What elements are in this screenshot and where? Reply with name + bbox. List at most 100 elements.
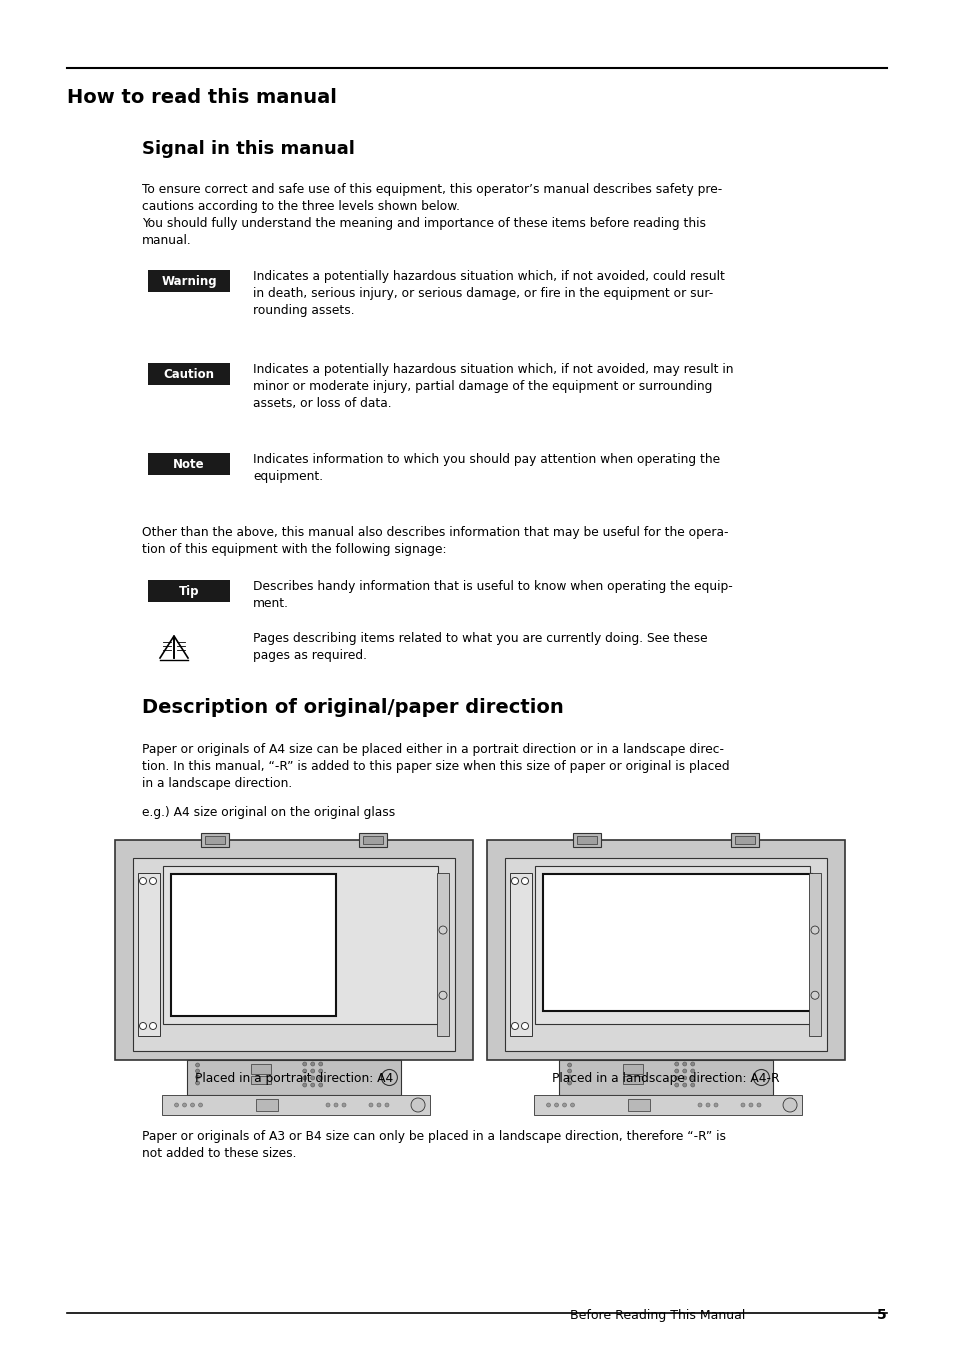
Circle shape (810, 991, 818, 999)
Circle shape (438, 926, 447, 934)
Circle shape (302, 1062, 307, 1066)
Text: Placed in a portrait direction: A4: Placed in a portrait direction: A4 (194, 1072, 393, 1085)
Circle shape (570, 1103, 574, 1107)
Bar (808, 874, 821, 1037)
Bar (171, 874, 335, 1016)
Circle shape (318, 1076, 322, 1080)
Bar (558, 1060, 773, 1095)
Bar (163, 865, 437, 1024)
Bar (148, 270, 230, 293)
Circle shape (150, 878, 156, 884)
Circle shape (810, 926, 818, 934)
Text: Indicates a potentially hazardous situation which, if not avoided, could result: Indicates a potentially hazardous situat… (253, 270, 724, 283)
Circle shape (682, 1082, 686, 1086)
Circle shape (438, 991, 447, 999)
Circle shape (311, 1076, 314, 1080)
Bar (358, 833, 386, 847)
Circle shape (195, 1081, 199, 1085)
Text: Note: Note (173, 457, 205, 470)
Bar (730, 833, 758, 847)
Text: manual.: manual. (142, 235, 192, 247)
Bar (115, 840, 473, 1060)
Bar (622, 1076, 642, 1084)
Text: 5: 5 (877, 1308, 886, 1322)
Bar (542, 874, 811, 1011)
Circle shape (756, 1103, 760, 1107)
Bar (251, 1064, 271, 1074)
Circle shape (195, 1064, 199, 1068)
Circle shape (567, 1069, 571, 1073)
Text: Other than the above, this manual also describes information that may be useful : Other than the above, this manual also d… (142, 526, 728, 539)
Circle shape (674, 1076, 678, 1080)
Circle shape (195, 1074, 199, 1078)
Bar (161, 1095, 430, 1115)
Circle shape (174, 1103, 178, 1107)
Text: in a landscape direction.: in a landscape direction. (142, 776, 292, 790)
Text: cautions according to the three levels shown below.: cautions according to the three levels s… (142, 200, 459, 213)
Text: Before Reading This Manual: Before Reading This Manual (569, 1309, 744, 1322)
Bar (510, 874, 532, 1037)
Circle shape (318, 1082, 322, 1086)
Circle shape (748, 1103, 752, 1107)
Text: minor or moderate injury, partial damage of the equipment or surrounding: minor or moderate injury, partial damage… (253, 380, 712, 394)
Circle shape (690, 1082, 694, 1086)
Circle shape (567, 1074, 571, 1078)
Text: You should fully understand the meaning and importance of these items before rea: You should fully understand the meaning … (142, 217, 705, 231)
Bar (535, 865, 809, 1024)
Bar (132, 857, 455, 1051)
Text: Pages describing items related to what you are currently doing. See these: Pages describing items related to what y… (253, 632, 707, 644)
Circle shape (376, 1103, 380, 1107)
Bar (504, 857, 826, 1051)
Text: Signal in this manual: Signal in this manual (142, 140, 355, 158)
Text: equipment.: equipment. (253, 470, 323, 483)
Bar (255, 1099, 277, 1111)
Circle shape (411, 1099, 425, 1112)
Circle shape (195, 1069, 199, 1073)
Circle shape (381, 1069, 397, 1085)
Bar (362, 836, 382, 844)
Circle shape (326, 1103, 330, 1107)
Bar (573, 833, 600, 847)
Text: Tip: Tip (178, 585, 199, 597)
Circle shape (674, 1062, 678, 1066)
Circle shape (139, 1023, 147, 1030)
Circle shape (511, 1023, 518, 1030)
Circle shape (191, 1103, 194, 1107)
Circle shape (753, 1069, 768, 1085)
Circle shape (302, 1082, 307, 1086)
Text: Indicates a potentially hazardous situation which, if not avoided, may result in: Indicates a potentially hazardous situat… (253, 363, 733, 376)
Bar (187, 1060, 401, 1095)
Circle shape (740, 1103, 744, 1107)
Text: assets, or loss of data.: assets, or loss of data. (253, 398, 392, 410)
Circle shape (782, 1099, 796, 1112)
Circle shape (150, 1023, 156, 1030)
Bar (148, 363, 230, 386)
Circle shape (334, 1103, 337, 1107)
Text: tion. In this manual, “-R” is added to this paper size when this size of paper o: tion. In this manual, “-R” is added to t… (142, 760, 729, 772)
Circle shape (182, 1103, 187, 1107)
Circle shape (311, 1069, 314, 1073)
Bar (251, 1076, 271, 1084)
Text: Paper or originals of A4 size can be placed either in a portrait direction or in: Paper or originals of A4 size can be pla… (142, 743, 723, 756)
Circle shape (682, 1076, 686, 1080)
Text: How to read this manual: How to read this manual (67, 88, 336, 106)
Text: Paper or originals of A3 or B4 size can only be placed in a landscape direction,: Paper or originals of A3 or B4 size can … (142, 1130, 725, 1143)
Bar (486, 840, 844, 1060)
Bar (148, 453, 230, 474)
Circle shape (311, 1082, 314, 1086)
Text: ment.: ment. (253, 597, 289, 611)
Circle shape (567, 1064, 571, 1068)
Bar (622, 1064, 642, 1074)
Text: e.g.) A4 size original on the original glass: e.g.) A4 size original on the original g… (142, 806, 395, 820)
Circle shape (546, 1103, 550, 1107)
Bar (577, 836, 597, 844)
Text: Description of original/paper direction: Description of original/paper direction (142, 698, 563, 717)
Text: Placed in a landscape direction: A4-R: Placed in a landscape direction: A4-R (552, 1072, 779, 1085)
Circle shape (511, 878, 518, 884)
Circle shape (521, 1023, 528, 1030)
Text: Describes handy information that is useful to know when operating the equip-: Describes handy information that is usef… (253, 580, 732, 593)
Circle shape (198, 1103, 202, 1107)
Text: not added to these sizes.: not added to these sizes. (142, 1147, 296, 1161)
Text: tion of this equipment with the following signage:: tion of this equipment with the followin… (142, 543, 446, 555)
Circle shape (302, 1069, 307, 1073)
